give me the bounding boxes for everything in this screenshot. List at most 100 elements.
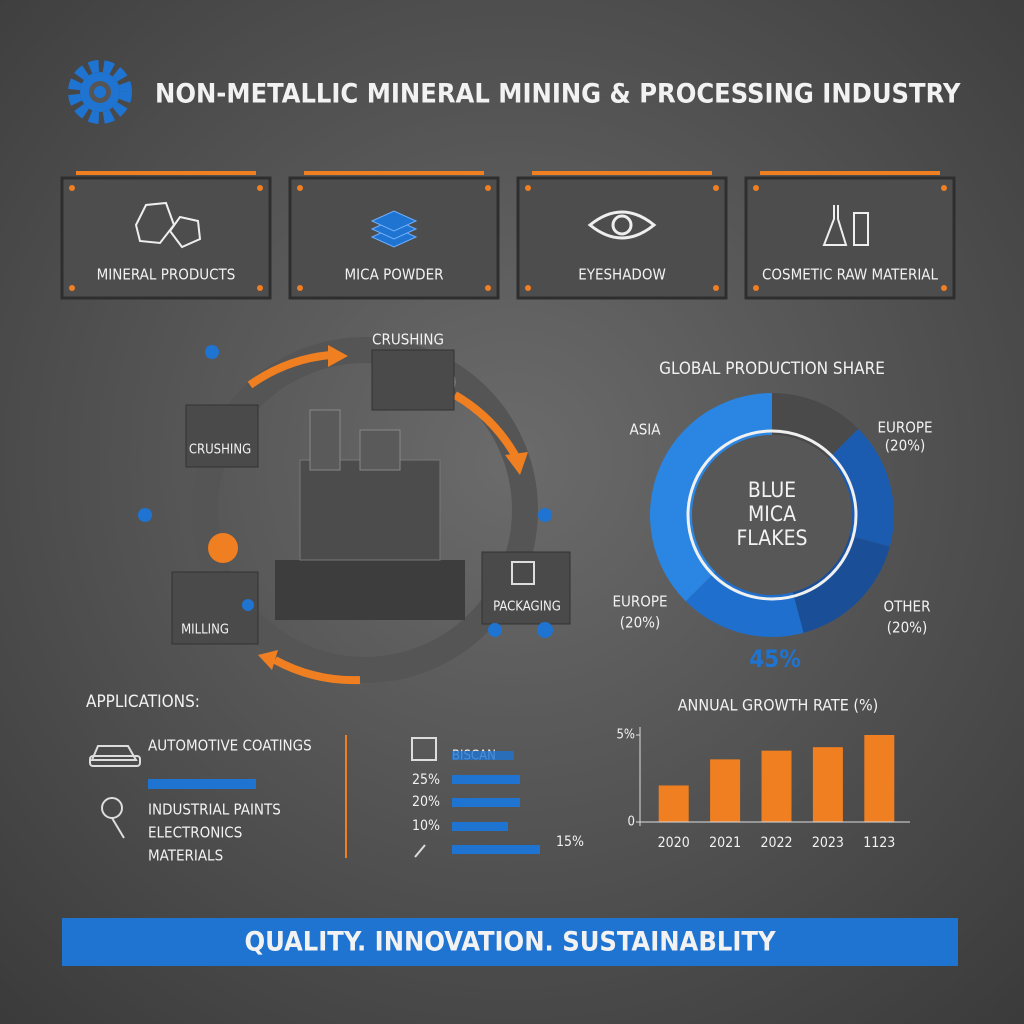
center-text: BLUE MICA FLAKES xyxy=(736,478,807,550)
card-icon xyxy=(822,205,869,246)
inner-ring xyxy=(686,429,858,601)
application: AUTOMOTIVE COATINGS xyxy=(148,737,312,755)
card-rivet xyxy=(941,185,947,191)
card-rivet xyxy=(525,185,531,191)
shape xyxy=(258,650,278,670)
shape xyxy=(359,429,401,471)
card-rivet xyxy=(713,185,719,191)
value-label: (20%) xyxy=(885,437,926,455)
card-rivet xyxy=(713,285,719,291)
shape xyxy=(488,623,502,637)
chart-title: GLOBAL PRODUCTION SHARE xyxy=(659,359,885,379)
card-accent xyxy=(760,171,940,175)
flask xyxy=(822,205,848,246)
donut-segment xyxy=(792,535,890,633)
card-rivet xyxy=(69,285,75,291)
list-bar xyxy=(452,775,520,784)
shape xyxy=(185,404,259,468)
card xyxy=(744,176,956,300)
shape xyxy=(505,452,528,475)
process-step: CRUSHING xyxy=(189,443,251,458)
card-label: MICA POWDER xyxy=(345,266,444,284)
shape xyxy=(511,561,535,585)
shape xyxy=(273,656,361,685)
shape xyxy=(247,351,331,389)
bottle xyxy=(853,212,869,246)
bar-chart: ANNUAL GROWTH RATE (%) 0 5% 2020 2021 2022 202… xyxy=(616,696,910,851)
bar xyxy=(658,785,689,822)
text-line: FLAKES xyxy=(736,526,807,550)
tool-icon xyxy=(101,797,125,839)
card-rivet xyxy=(485,185,491,191)
footer-band xyxy=(62,918,958,966)
shape xyxy=(452,391,519,458)
application: MATERIALS xyxy=(148,847,223,865)
shape xyxy=(68,60,132,124)
card-label: EYESHADOW xyxy=(578,266,666,284)
list-row: 20% xyxy=(412,794,440,810)
card xyxy=(516,176,728,300)
value-label: 45% xyxy=(749,645,801,673)
shape xyxy=(328,345,348,367)
card-rivet xyxy=(753,285,759,291)
application: ELECTRONICS xyxy=(148,824,242,842)
application: INDUSTRIAL PAINTS xyxy=(148,801,281,819)
card-rivet xyxy=(941,285,947,291)
segment-label: EUROPE xyxy=(877,419,932,437)
x-tick-label: 2021 xyxy=(709,835,741,851)
bar xyxy=(864,735,895,822)
donut-segment xyxy=(649,393,772,602)
gear-icon xyxy=(68,60,132,124)
value-label: (20%) xyxy=(620,614,661,632)
process-step: CRUSHING xyxy=(372,331,444,349)
shape xyxy=(242,599,254,611)
text-line: MICA xyxy=(748,502,796,526)
shape xyxy=(299,459,441,561)
shape xyxy=(205,345,219,359)
card-accent xyxy=(76,171,256,175)
shape xyxy=(371,349,455,411)
process-cycle xyxy=(138,337,571,685)
card-rivet xyxy=(257,285,263,291)
x-tick-label: 2020 xyxy=(658,835,690,851)
list-row: 10% xyxy=(412,818,440,834)
card-icon xyxy=(134,201,202,249)
shape xyxy=(192,337,538,683)
bar xyxy=(761,750,792,822)
card-rivet xyxy=(485,285,491,291)
donut-chart: GLOBAL PRODUCTION SHARE BLUE MICA FLAKES EUR… xyxy=(612,359,932,673)
list-bar xyxy=(452,822,508,831)
chart-title: ANNUAL GROWTH RATE (%) xyxy=(678,696,879,715)
card-accent xyxy=(304,171,484,175)
list-row: 25% xyxy=(412,772,440,788)
list-bar xyxy=(452,798,520,807)
shape xyxy=(94,86,106,98)
segment-label: ASIA xyxy=(629,421,661,439)
card-icon xyxy=(370,210,418,248)
shape xyxy=(138,508,152,522)
card-rivet xyxy=(525,285,531,291)
arrow-icon xyxy=(414,844,426,858)
x-tick-label: 1123 xyxy=(863,835,895,851)
layer xyxy=(370,210,418,232)
tagline: QUALITY. INNOVATION. SUSTAINABLITY xyxy=(244,927,775,958)
rock xyxy=(168,215,202,249)
accent-bar xyxy=(148,779,256,789)
car-icon xyxy=(89,745,141,767)
x-tick-label: 2022 xyxy=(760,835,792,851)
donut-segment xyxy=(685,571,804,637)
donut-segment xyxy=(828,428,894,547)
value-label: (20%) xyxy=(887,619,928,637)
text-line: BLUE xyxy=(748,478,796,502)
card-rivet xyxy=(69,185,75,191)
shape xyxy=(309,409,341,471)
shape xyxy=(537,622,553,638)
x-tick-label: 2023 xyxy=(812,835,844,851)
cards: MINERAL PRODUCTS MICA POWDER EYESHADOW COSM… xyxy=(60,171,956,300)
donut-segment xyxy=(772,393,859,459)
shape xyxy=(90,745,138,761)
title: NON-METALLIC MINERAL MINING & PROCESSING… xyxy=(155,79,961,110)
card-icon xyxy=(587,210,657,240)
segment-label: OTHER xyxy=(884,598,931,616)
